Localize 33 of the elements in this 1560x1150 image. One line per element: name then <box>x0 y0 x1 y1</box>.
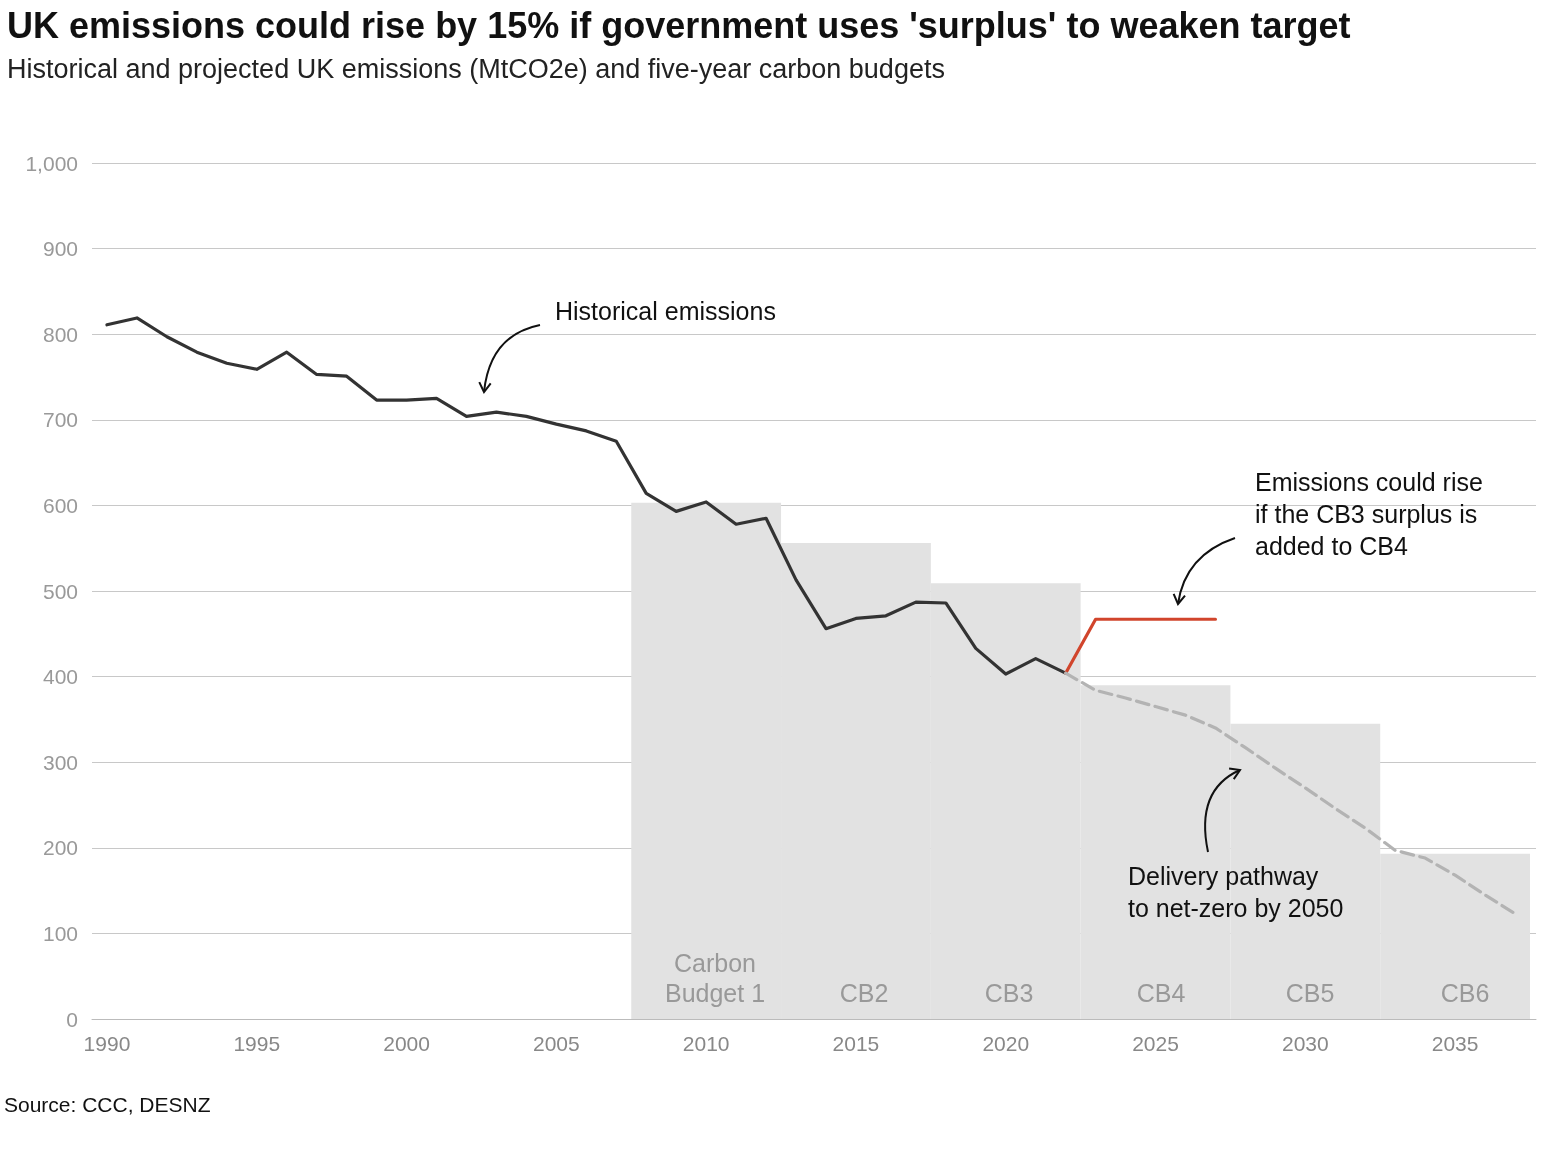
x-tick-label: 2030 <box>1281 1032 1329 1055</box>
annotation: Emissions could rise if the CB3 surplus is added to CB4 <box>1255 468 1483 560</box>
annotation: CB3 <box>984 979 1034 1007</box>
x-tick-label: 2035 <box>1431 1032 1479 1055</box>
x-tick-label: 2025 <box>1132 1032 1179 1055</box>
y-tick-label: 100 <box>42 921 78 945</box>
x-tick-label: 2000 <box>383 1032 430 1055</box>
x-tick-label: 2020 <box>982 1032 1030 1055</box>
chart-title: UK emissions could rise by 15% if government uses 'surplus' to weaken target <box>7 4 1351 46</box>
source-note: Source: CCC, DESNZ <box>4 1093 211 1116</box>
chart-subtitle: Historical and projected UK emissions (MtCO2e) and five-year carbon budgets <box>7 53 945 84</box>
x-tick-label: 1990 <box>83 1032 131 1055</box>
annotation: CB5 <box>1285 979 1335 1007</box>
annotation: CB2 <box>839 979 889 1007</box>
x-tick-label: 2010 <box>682 1032 730 1055</box>
annotation: Carbon Budget 1 <box>664 949 766 1007</box>
y-tick-label: 700 <box>42 408 78 432</box>
y-tick-label: 200 <box>42 836 78 860</box>
annotation: Historical emissions <box>555 297 776 325</box>
x-tick-label: 1995 <box>233 1032 281 1055</box>
annotation: CB4 <box>1136 979 1186 1007</box>
y-tick-label: 0 <box>66 1007 78 1031</box>
y-tick-label: 1,000 <box>25 151 78 175</box>
x-tick-label: 2005 <box>533 1032 580 1055</box>
y-tick-label: 900 <box>42 237 78 261</box>
y-tick-label: 300 <box>42 750 78 774</box>
y-tick-label: 800 <box>42 322 78 346</box>
y-tick-label: 400 <box>42 665 78 689</box>
annotation: CB6 <box>1440 979 1490 1007</box>
annotation: Delivery pathway to net-zero by 2050 <box>1128 862 1344 922</box>
y-tick-label: 500 <box>42 579 78 603</box>
y-tick-label: 600 <box>42 493 78 517</box>
x-tick-label: 2015 <box>832 1032 880 1055</box>
